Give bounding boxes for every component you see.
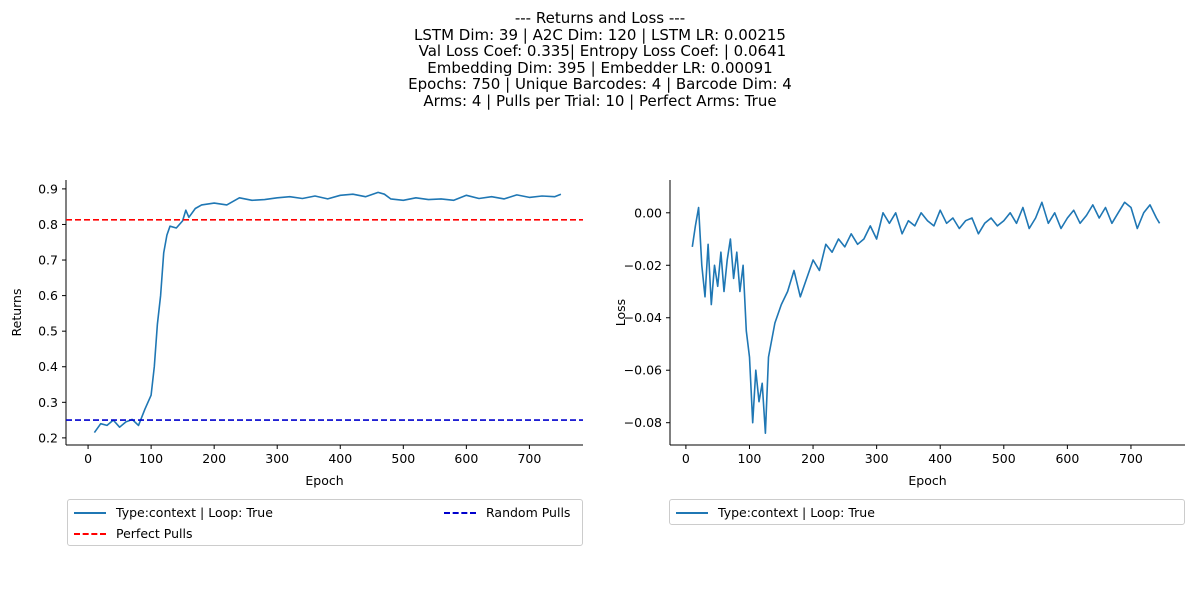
x-tick-label: 600 [1055, 451, 1079, 466]
x-tick-label: 700 [1119, 451, 1143, 466]
x-axis-label: Epoch [908, 473, 946, 488]
legend-item-random: Random Pulls [444, 505, 570, 520]
y-tick-label: 0.4 [38, 359, 58, 374]
title-line: Epochs: 750 | Unique Barcodes: 4 | Barco… [408, 75, 792, 93]
x-tick-label: 700 [517, 451, 541, 466]
title-line: Arms: 4 | Pulls per Trial: 10 | Perfect … [423, 91, 777, 110]
title-line: Embedding Dim: 395 | Embedder LR: 0.0009… [427, 58, 773, 77]
title-line: LSTM Dim: 39 | A2C Dim: 120 | LSTM LR: 0… [414, 25, 786, 44]
x-tick-label: 100 [738, 451, 762, 466]
legend-item-perfect: Perfect Pulls [74, 526, 192, 541]
y-tick-label: 0.3 [38, 395, 58, 410]
x-tick-label: 0 [84, 451, 92, 466]
loss-series-line [691, 201, 1161, 435]
title-line: Val Loss Coef: 0.335| Entropy Loss Coef:… [413, 42, 787, 60]
legend-item-loss: Type:context | Loop: True [676, 505, 875, 520]
returns-legend: Type:context | Loop: True Random Pulls P… [67, 499, 583, 546]
y-tick-label: 0.6 [38, 288, 58, 303]
legend-solid-line [74, 511, 106, 514]
x-axis-label: Epoch [305, 473, 343, 488]
y-tick-label: −0.08 [624, 415, 662, 430]
x-tick-label: 400 [928, 451, 952, 466]
returns-plot: 0 100 200 300 400 500 600 700 0.2 0.3 0.4 0.5 0.6 0.7… [9, 180, 583, 488]
y-tick-label: −0.02 [624, 258, 662, 273]
legend-label: Random Pulls [486, 505, 571, 520]
x-tick-label: 400 [328, 451, 352, 466]
x-tick-label: 300 [265, 451, 289, 466]
y-tick-label: 0.7 [38, 253, 58, 268]
legend-label: Perfect Pulls [116, 526, 193, 541]
loss-legend: Type:context | Loop: True [669, 499, 1185, 525]
y-tick-label: 0.8 [38, 217, 58, 232]
loss-plot: 0 100 200 300 400 500 600 700 −0.08 −0.06 −0.04 −0.… [613, 180, 1185, 488]
legend-label: Type:context | Loop: True [116, 505, 273, 520]
legend-label: Type:context | Loop: True [718, 505, 875, 520]
y-tick-label: 0.2 [38, 430, 58, 445]
x-tick-label: 200 [801, 451, 825, 466]
x-tick-label: 300 [865, 451, 889, 466]
title-line: --- Returns and Loss --- [514, 9, 686, 27]
legend-solid-line [676, 511, 708, 514]
x-tick-label: 0 [682, 451, 690, 466]
y-tick-label: 0.9 [38, 181, 58, 196]
x-tick-label: 100 [139, 451, 163, 466]
y-tick-label: 0.5 [38, 324, 58, 339]
legend-dashed-line [444, 511, 476, 514]
x-tick-label: 500 [992, 451, 1016, 466]
y-axis-label: Loss [613, 299, 628, 326]
x-tick-label: 200 [202, 451, 226, 466]
returns-series-line [93, 191, 562, 434]
y-axis-label: Returns [9, 289, 24, 337]
figure-title: --- Returns and Loss --- LSTM Dim: 39 | … [0, 10, 1200, 109]
x-tick-label: 500 [391, 451, 415, 466]
y-tick-label: 0.00 [634, 205, 662, 220]
legend-dashed-line [74, 532, 106, 535]
y-tick-label: −0.04 [624, 310, 662, 325]
legend-item-returns: Type:context | Loop: True [74, 505, 273, 520]
x-tick-label: 600 [454, 451, 478, 466]
y-tick-label: −0.06 [624, 363, 662, 378]
